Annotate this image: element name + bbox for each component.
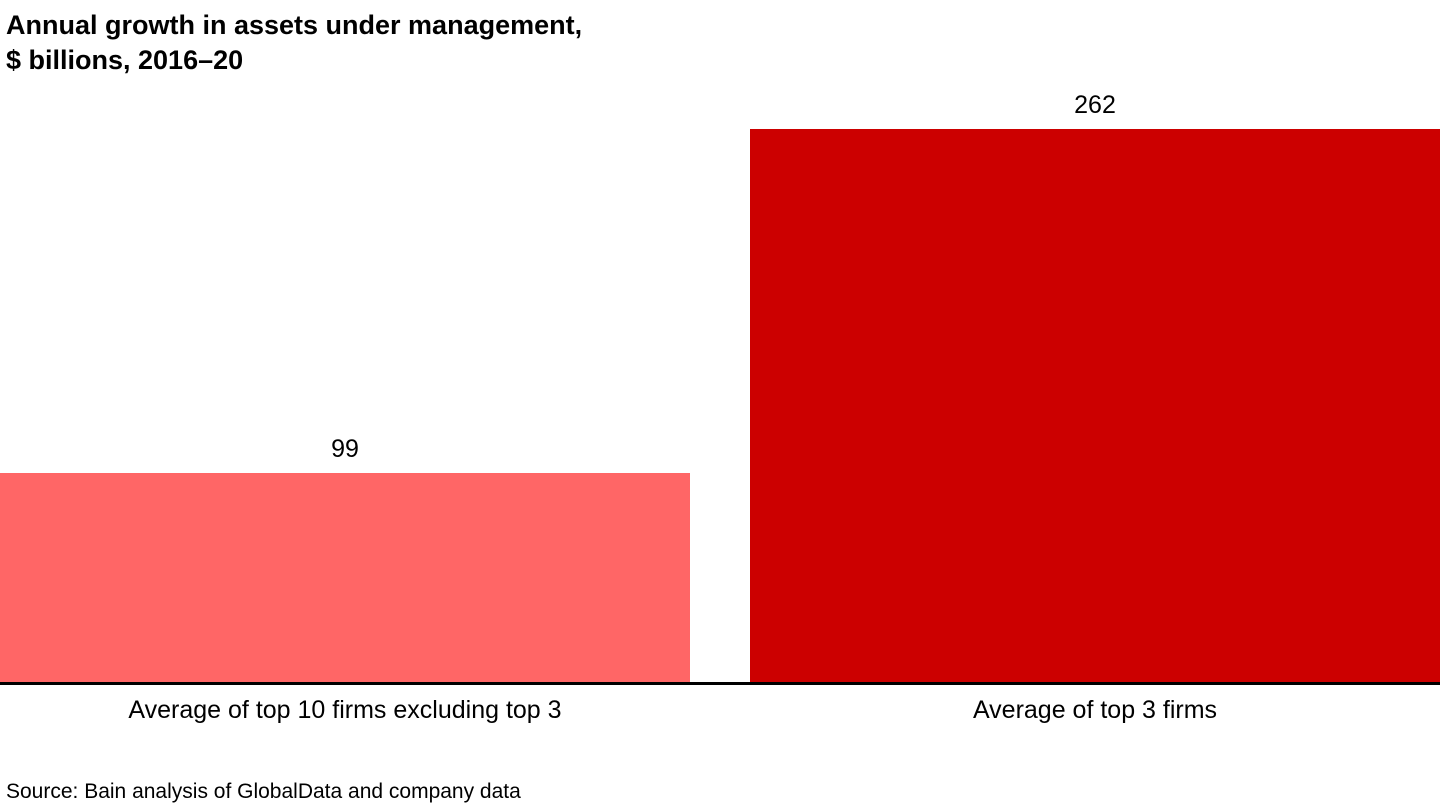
bar-value-label: 262 [1074,91,1116,120]
x-axis-line [0,682,1440,686]
x-axis-label-top10-excluding-top3: Average of top 10 firms excluding top 3 [128,696,562,725]
plot-area: 99 262 [0,91,1440,683]
bar-top10-excluding-top3[interactable] [0,473,690,683]
chart-title-line1: Annual growth in assets under management… [6,10,583,40]
bar-group-top3: 262 [750,91,1440,683]
bar-group-top10-excluding-top3: 99 [0,435,690,683]
x-axis-label-top3: Average of top 3 firms [972,696,1218,725]
bar-top3[interactable] [750,129,1440,683]
chart-title-line2: $ billions, 2016–20 [6,44,244,75]
chart-title: Annual growth in assets under management… [0,0,1440,77]
x-axis-labels: Average of top 10 firms excluding top 3 … [0,685,1440,725]
bar-value-label: 99 [331,435,359,464]
source-note: Source: Bain analysis of GlobalData and … [6,780,521,803]
